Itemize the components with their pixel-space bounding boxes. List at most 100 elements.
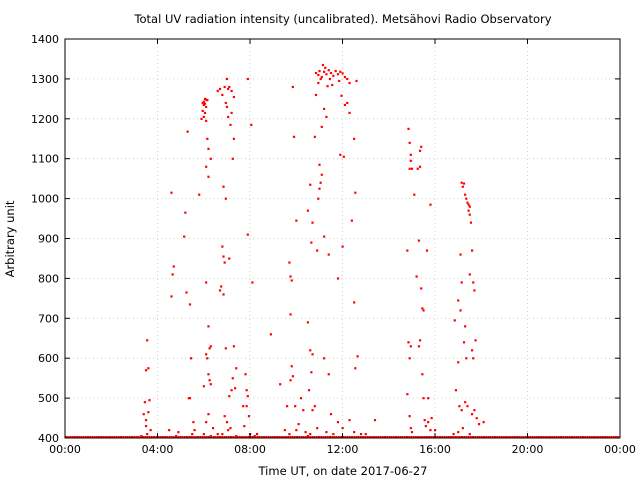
data-point bbox=[286, 405, 289, 408]
data-point bbox=[202, 103, 205, 107]
data-point bbox=[320, 125, 323, 128]
baseline-point bbox=[276, 436, 279, 438]
baseline-point bbox=[254, 436, 257, 438]
data-point bbox=[218, 87, 222, 91]
baseline-point bbox=[379, 436, 382, 438]
baseline-point bbox=[496, 436, 499, 438]
data-point bbox=[468, 273, 471, 276]
baseline-point bbox=[122, 436, 125, 438]
data-point bbox=[409, 345, 412, 348]
data-point bbox=[474, 339, 477, 342]
y-tick-label: 1300 bbox=[31, 73, 59, 86]
data-point bbox=[227, 115, 230, 119]
x-tick-label: 04:00 bbox=[142, 443, 174, 456]
data-point bbox=[289, 379, 292, 382]
data-point bbox=[224, 101, 227, 105]
data-point bbox=[205, 353, 208, 356]
baseline-point bbox=[142, 436, 144, 438]
data-point bbox=[460, 181, 463, 184]
baseline-point bbox=[111, 436, 114, 438]
baseline-point bbox=[423, 436, 426, 438]
data-point bbox=[231, 377, 234, 380]
baseline-point bbox=[377, 436, 380, 438]
data-point bbox=[279, 383, 282, 386]
baseline-point bbox=[476, 436, 479, 438]
baseline-point bbox=[498, 436, 501, 438]
data-point bbox=[360, 433, 363, 436]
data-point bbox=[339, 70, 342, 73]
data-point bbox=[297, 423, 300, 426]
baseline-point bbox=[529, 436, 532, 438]
data-point bbox=[421, 373, 424, 376]
data-point bbox=[482, 421, 485, 424]
baseline-point bbox=[212, 436, 215, 438]
y-tick-label: 400 bbox=[38, 432, 59, 445]
baseline-point bbox=[344, 436, 347, 438]
data-point bbox=[309, 349, 312, 352]
baseline-point bbox=[520, 436, 523, 438]
data-point bbox=[184, 211, 187, 214]
y-axis-title: Arbitrary unit bbox=[3, 200, 17, 277]
baseline-point bbox=[298, 436, 301, 438]
data-point bbox=[475, 417, 478, 420]
data-point bbox=[332, 74, 335, 77]
data-point bbox=[453, 319, 456, 322]
baseline-point bbox=[551, 436, 554, 438]
data-point bbox=[221, 93, 224, 97]
data-point bbox=[408, 415, 411, 418]
baseline-point bbox=[397, 436, 400, 438]
data-point bbox=[373, 419, 377, 422]
baseline-point bbox=[161, 436, 164, 438]
data-point bbox=[205, 98, 208, 101]
baseline-point bbox=[311, 436, 314, 438]
baseline-point bbox=[65, 436, 67, 438]
baseline-point bbox=[263, 436, 265, 438]
baseline-point bbox=[346, 436, 349, 438]
baseline-point bbox=[364, 436, 367, 438]
baseline-point bbox=[104, 436, 107, 438]
baseline-point bbox=[188, 436, 191, 438]
data-point bbox=[454, 389, 458, 392]
data-point bbox=[206, 357, 209, 360]
baseline-point bbox=[524, 436, 527, 438]
baseline-point bbox=[535, 436, 538, 438]
baseline-point bbox=[480, 436, 483, 438]
data-point bbox=[343, 103, 347, 107]
data-point bbox=[471, 249, 474, 252]
data-point bbox=[457, 431, 460, 434]
data-point bbox=[364, 433, 367, 436]
baseline-point bbox=[236, 436, 239, 438]
baseline-point bbox=[267, 436, 270, 438]
baseline-point bbox=[612, 436, 615, 438]
data-point bbox=[471, 349, 474, 352]
baseline-point bbox=[483, 436, 485, 438]
data-point bbox=[202, 115, 205, 119]
baseline-point bbox=[538, 436, 540, 438]
data-point bbox=[425, 249, 429, 252]
baseline-point bbox=[399, 436, 402, 438]
data-point bbox=[170, 295, 173, 298]
baseline-point bbox=[168, 436, 171, 438]
baseline-point bbox=[89, 436, 92, 438]
data-point bbox=[216, 433, 219, 436]
baseline-point bbox=[153, 436, 155, 438]
data-point bbox=[418, 165, 422, 168]
data-point bbox=[172, 265, 175, 268]
data-point bbox=[206, 99, 209, 102]
baseline-point bbox=[265, 436, 268, 438]
baseline-point bbox=[509, 436, 512, 438]
data-point bbox=[355, 79, 358, 83]
data-point bbox=[406, 249, 409, 252]
data-point bbox=[222, 255, 225, 258]
data-point bbox=[409, 159, 412, 162]
data-point bbox=[232, 95, 236, 99]
baseline-point bbox=[458, 436, 461, 438]
data-point bbox=[424, 425, 427, 428]
data-point bbox=[310, 241, 313, 244]
data-point bbox=[429, 203, 432, 206]
data-point bbox=[232, 345, 236, 348]
baseline-point bbox=[443, 436, 446, 438]
data-point bbox=[209, 383, 212, 386]
data-point bbox=[464, 401, 467, 404]
data-point bbox=[348, 419, 351, 422]
